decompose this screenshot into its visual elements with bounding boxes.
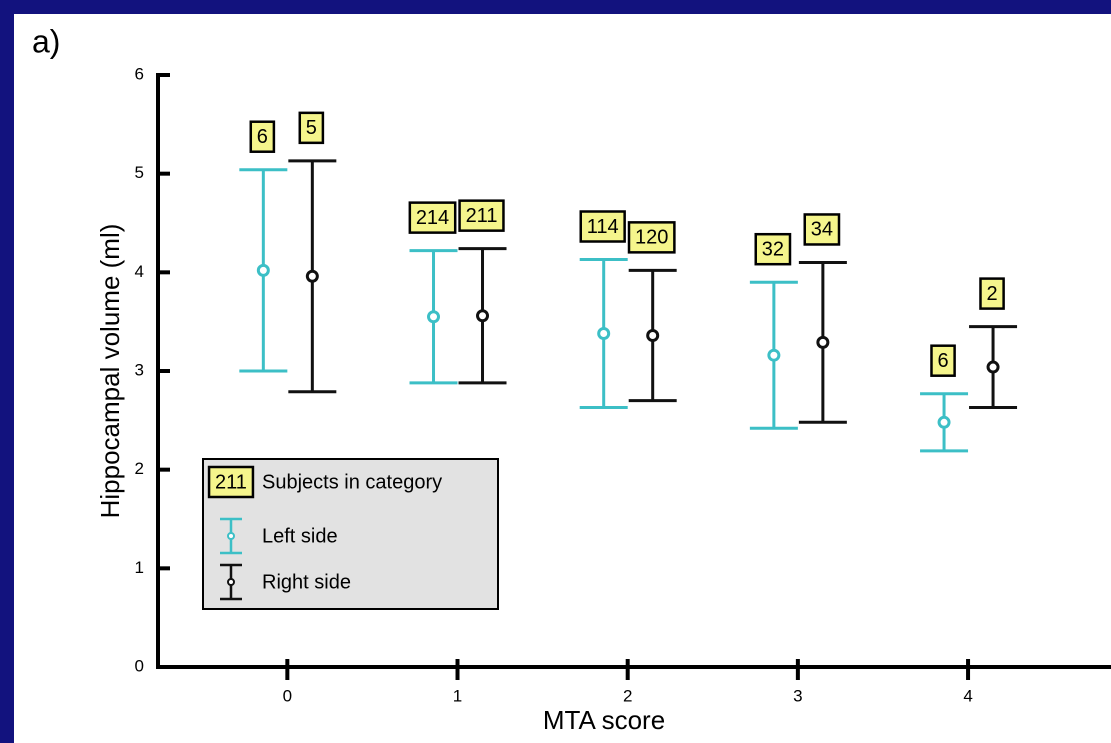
count-label: 120 [635,227,668,249]
legend-sample [227,532,235,540]
count-label: 6 [257,126,268,148]
x-axis-label: MTA score [543,705,665,735]
count-box [754,232,792,266]
count-box [579,210,626,243]
legend-sample [227,578,235,586]
mean-point [767,348,781,362]
x-tick-label: 2 [623,686,632,705]
y-tick-label: 4 [135,262,144,281]
mean-point [597,327,611,341]
mean-point [256,263,270,277]
x-tick-label: 4 [963,686,972,705]
panel-label: a) [32,23,60,59]
count-box [803,213,841,246]
count-box [408,201,457,234]
mean-point [816,335,830,349]
y-tick-label: 5 [135,163,144,182]
count-label: 34 [811,219,833,241]
mean-point [305,269,319,283]
count-box [458,199,505,232]
count-box [627,221,676,254]
count-box [930,344,956,377]
count-box [298,111,325,145]
count-box [979,277,1005,310]
legend-label: Right side [262,571,351,593]
panel [14,14,1111,743]
x-tick-label: 1 [453,686,462,705]
count-box [207,465,255,499]
mean-point [986,360,1000,374]
count-label: 211 [215,471,247,493]
mean-point [646,328,660,342]
y-tick-label: 3 [135,360,144,379]
mean-point [937,415,951,429]
legend-count-text: Subjects in category [262,471,442,493]
x-tick-label: 0 [283,686,292,705]
y-axis-label: Hippocampal volume (ml) [95,224,125,519]
count-label: 32 [762,238,784,260]
y-tick-label: 2 [135,459,144,478]
count-label: 5 [306,117,317,139]
mean-point [427,310,441,324]
y-tick-label: 6 [135,64,144,83]
count-box [249,120,276,153]
x-tick-label: 3 [793,686,802,705]
count-label: 114 [587,216,619,238]
mean-point [476,309,490,323]
count-label: 211 [466,205,498,227]
count-label: 2 [986,283,997,305]
count-label: 6 [937,350,948,372]
y-tick-label: 0 [135,656,144,675]
y-tick-label: 1 [135,558,144,577]
legend-label: Left side [262,525,338,547]
count-label: 214 [416,207,449,229]
